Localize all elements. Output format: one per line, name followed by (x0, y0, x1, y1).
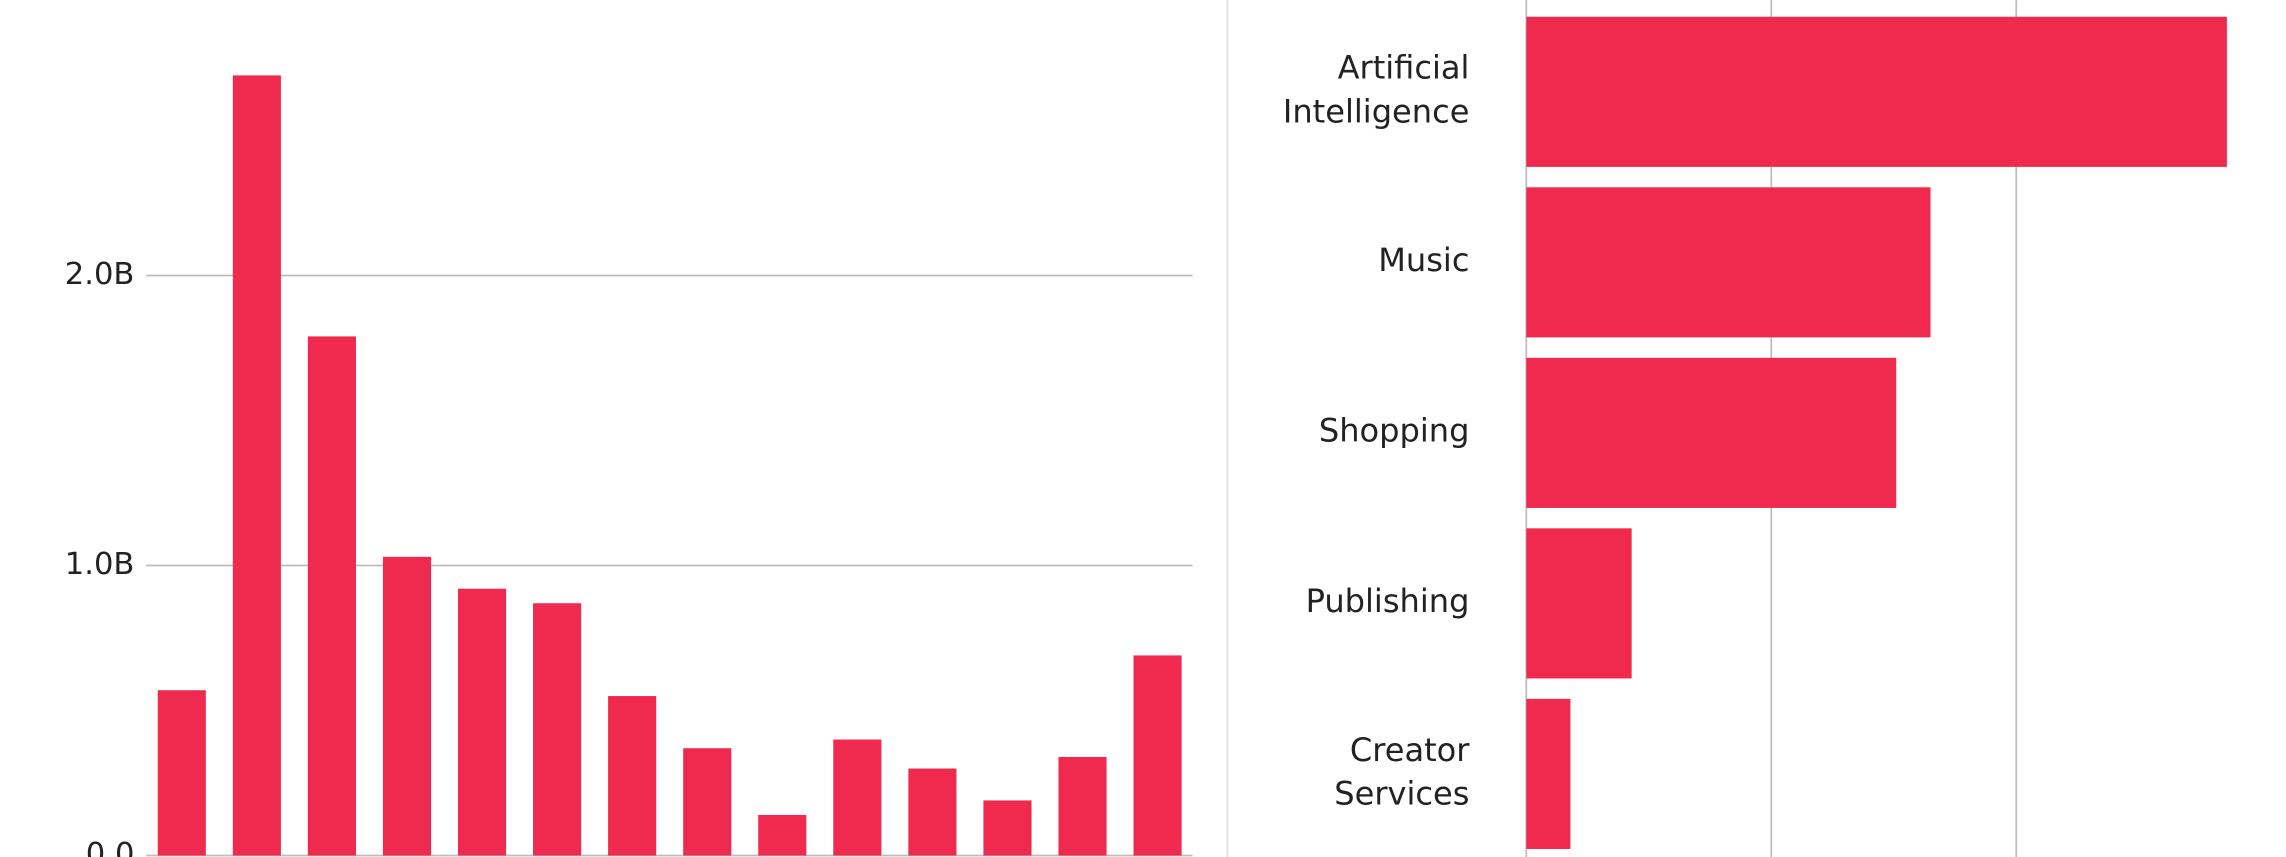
bar (683, 748, 732, 856)
category-label-box: Music (1378, 243, 1470, 280)
bar (1526, 357, 1897, 508)
bar (232, 75, 281, 856)
bar (758, 814, 807, 856)
y-tick-label: Shopping (1318, 413, 1470, 451)
bar (1058, 756, 1107, 856)
category-label-box: Artificial Intelligence (1282, 51, 1470, 132)
y-tick-label: Music (1378, 243, 1470, 280)
bar (983, 800, 1032, 856)
y-tick-label: Publishing (1305, 584, 1470, 621)
bar (1133, 655, 1182, 856)
category-label-box: Shopping (1318, 413, 1470, 451)
bar (1526, 528, 1632, 679)
bar (833, 739, 882, 856)
bar (908, 768, 957, 856)
y-tick-label: Artificial Intelligence (1282, 51, 1470, 132)
y-tick-label: 0.0 (86, 837, 135, 857)
category-label-box: Publishing (1305, 584, 1470, 621)
bar (457, 588, 507, 856)
bar (307, 336, 356, 856)
y-tick-label: $3.0B (45, 0, 134, 2)
y-tick-label: 1.0B (65, 547, 135, 582)
category-label-box: Creator Services (1334, 733, 1470, 814)
y-tick-label: 2.0B (65, 257, 135, 292)
bar (608, 696, 657, 856)
bar (382, 556, 432, 856)
bar (157, 690, 206, 856)
bar (1526, 698, 1571, 849)
bar (533, 603, 582, 856)
bar (1526, 16, 2227, 167)
bar (1526, 187, 1931, 338)
y-tick-label: Creator Services (1334, 733, 1470, 814)
